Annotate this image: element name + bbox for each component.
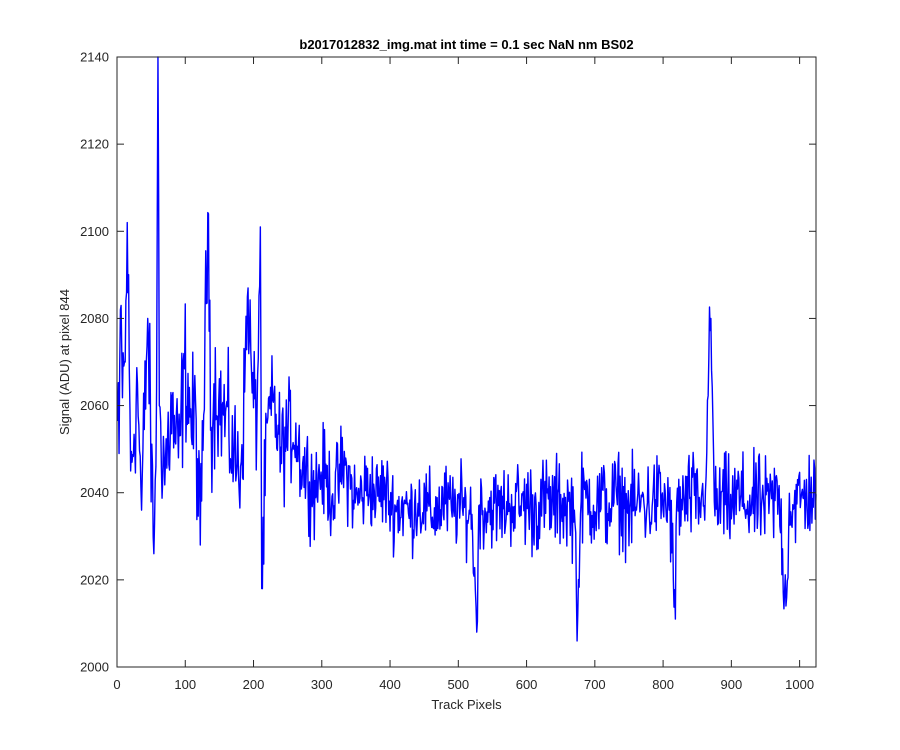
x-tick-label: 400 xyxy=(379,677,401,692)
x-tick-label: 600 xyxy=(516,677,538,692)
x-tick-label: 700 xyxy=(584,677,606,692)
y-tick-label: 2140 xyxy=(80,50,109,65)
y-tick-label: 2000 xyxy=(80,660,109,675)
plot-area xyxy=(117,57,816,667)
x-tick-label: 300 xyxy=(311,677,333,692)
y-tick-label: 2020 xyxy=(80,572,109,587)
x-axis: 0 100 200 300 400 500 600 700 800 900 1000 xyxy=(113,57,814,692)
chart-title: b2017012832_img.mat int time = 0.1 sec N… xyxy=(299,37,633,52)
x-tick-label: 1000 xyxy=(785,677,814,692)
y-axis-label: Signal (ADU) at pixel 844 xyxy=(57,289,72,435)
y-axis: 2000 2020 2040 2060 2080 2100 2120 2140 xyxy=(80,50,816,675)
y-tick-label: 2080 xyxy=(80,311,109,326)
x-axis-label: Track Pixels xyxy=(431,697,502,712)
x-tick-label: 900 xyxy=(721,677,743,692)
x-tick-label: 500 xyxy=(447,677,469,692)
y-tick-label: 2100 xyxy=(80,224,109,239)
y-tick-label: 2060 xyxy=(80,398,109,413)
series-layer xyxy=(116,56,817,642)
signal-series-line xyxy=(116,56,817,642)
y-tick-label: 2040 xyxy=(80,485,109,500)
x-tick-label: 800 xyxy=(652,677,674,692)
plot-frame xyxy=(116,56,817,668)
x-tick-label: 100 xyxy=(174,677,196,692)
x-tick-label: 200 xyxy=(243,677,265,692)
x-tick-label: 0 xyxy=(113,677,120,692)
y-tick-label: 2120 xyxy=(80,137,109,152)
